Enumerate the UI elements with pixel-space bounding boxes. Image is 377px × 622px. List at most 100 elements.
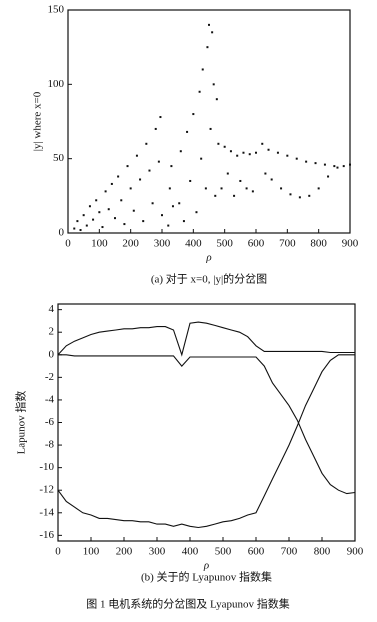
x-tick-label: 0 xyxy=(65,238,71,250)
scatter-point xyxy=(251,190,254,193)
scatter-point xyxy=(110,182,113,185)
scatter-point xyxy=(88,205,91,208)
x-tick-label: 100 xyxy=(91,238,108,250)
scatter-point xyxy=(159,116,162,119)
y-tick-label: -8 xyxy=(45,439,55,451)
scatter-point xyxy=(98,211,101,214)
scatter-point xyxy=(189,179,192,182)
y-tick-label: 0 xyxy=(59,227,65,239)
scatter-point xyxy=(76,220,79,223)
scatter-point xyxy=(217,142,220,145)
scatter-point xyxy=(295,157,298,160)
scatter-point xyxy=(179,150,182,153)
scatter-point xyxy=(182,220,185,223)
scatter-point xyxy=(167,224,170,227)
scatter-point xyxy=(170,165,173,168)
scatter-point xyxy=(157,160,160,163)
scatter-point xyxy=(192,113,195,116)
chart-caption: (a) 对于 x=0, |y|的分岔图 xyxy=(151,272,267,286)
scatter-point xyxy=(135,154,138,157)
scatter-point xyxy=(168,187,171,190)
scatter-point xyxy=(126,165,129,168)
scatter-point xyxy=(132,209,135,212)
scatter-point xyxy=(261,142,264,145)
scatter-point xyxy=(198,90,201,93)
y-tick-label: -4 xyxy=(45,393,55,405)
scatter-point xyxy=(349,163,351,166)
scatter-point xyxy=(139,178,142,181)
x-tick-label: 700 xyxy=(281,546,298,558)
scatter-point xyxy=(317,187,320,190)
scatter-point xyxy=(327,175,330,178)
y-tick-label: -2 xyxy=(45,371,54,383)
x-tick-label: 300 xyxy=(154,238,171,250)
scatter-point xyxy=(255,151,257,154)
chart-caption: (b) 关于的 Lyapunov 指数集 xyxy=(141,570,272,584)
scatter-point xyxy=(305,160,308,163)
scatter-point xyxy=(289,193,292,196)
scatter-point xyxy=(208,23,210,26)
scatter-point xyxy=(211,31,214,34)
scatter-point xyxy=(120,199,123,202)
scatter-point xyxy=(79,229,82,232)
x-axis-label: ρ xyxy=(205,252,211,264)
series-line xyxy=(57,321,355,357)
scatter-point xyxy=(314,162,317,165)
scatter-point xyxy=(200,157,203,160)
y-tick-label: 50 xyxy=(53,152,65,164)
scatter-point xyxy=(178,202,181,205)
scatter-point xyxy=(123,223,126,226)
scatter-point xyxy=(82,214,85,217)
scatter-point xyxy=(276,151,279,154)
scatter-point xyxy=(204,187,207,190)
y-tick-label: 2 xyxy=(49,326,55,338)
y-axis-label: |y| where x=0 xyxy=(32,91,44,151)
scatter-point xyxy=(245,187,248,190)
scatter-point xyxy=(148,169,151,172)
scatter-point xyxy=(214,194,217,197)
scatter-point xyxy=(236,154,239,157)
scatter-point xyxy=(264,172,267,175)
y-tick-label: -12 xyxy=(39,484,54,496)
y-tick-label: 150 xyxy=(48,4,65,16)
y-tick-label: 0 xyxy=(49,348,55,360)
scatter-point xyxy=(286,154,289,157)
scatter-point xyxy=(239,179,242,182)
scatter-point xyxy=(201,68,204,71)
x-tick-label: 700 xyxy=(279,238,296,250)
x-tick-label: 200 xyxy=(122,238,139,250)
scatter-point xyxy=(154,127,157,130)
scatter-point xyxy=(142,220,145,223)
x-tick-label: 900 xyxy=(342,238,359,250)
scatter-point xyxy=(342,165,345,168)
scatter-point xyxy=(215,98,218,101)
x-tick-label: 900 xyxy=(347,546,364,558)
scatter-point xyxy=(114,217,116,220)
y-tick-label: -16 xyxy=(39,529,54,541)
scatter-point xyxy=(248,153,251,156)
plot-frame xyxy=(57,303,356,542)
scatter-point xyxy=(186,130,189,133)
x-tick-label: 400 xyxy=(185,238,202,250)
scatter-point xyxy=(280,187,283,190)
scatter-point xyxy=(95,199,98,202)
x-tick-label: 600 xyxy=(248,238,265,250)
scatter-point xyxy=(223,145,226,148)
scatter-point xyxy=(117,175,120,178)
x-tick-label: 0 xyxy=(55,546,61,558)
y-tick-label: -14 xyxy=(39,506,54,518)
scatter-point xyxy=(206,46,209,49)
series-line xyxy=(57,354,355,529)
scatter-point xyxy=(333,165,336,168)
scatter-point xyxy=(73,227,76,230)
x-tick-label: 300 xyxy=(149,546,166,558)
scatter-point xyxy=(107,208,110,211)
scatter-point xyxy=(171,205,174,208)
x-tick-label: 500 xyxy=(216,238,233,250)
series-line xyxy=(58,354,356,495)
x-tick-label: 600 xyxy=(248,546,265,558)
scatter-point xyxy=(220,187,223,190)
y-tick-label: 4 xyxy=(49,303,55,315)
scatter-point xyxy=(298,196,301,199)
